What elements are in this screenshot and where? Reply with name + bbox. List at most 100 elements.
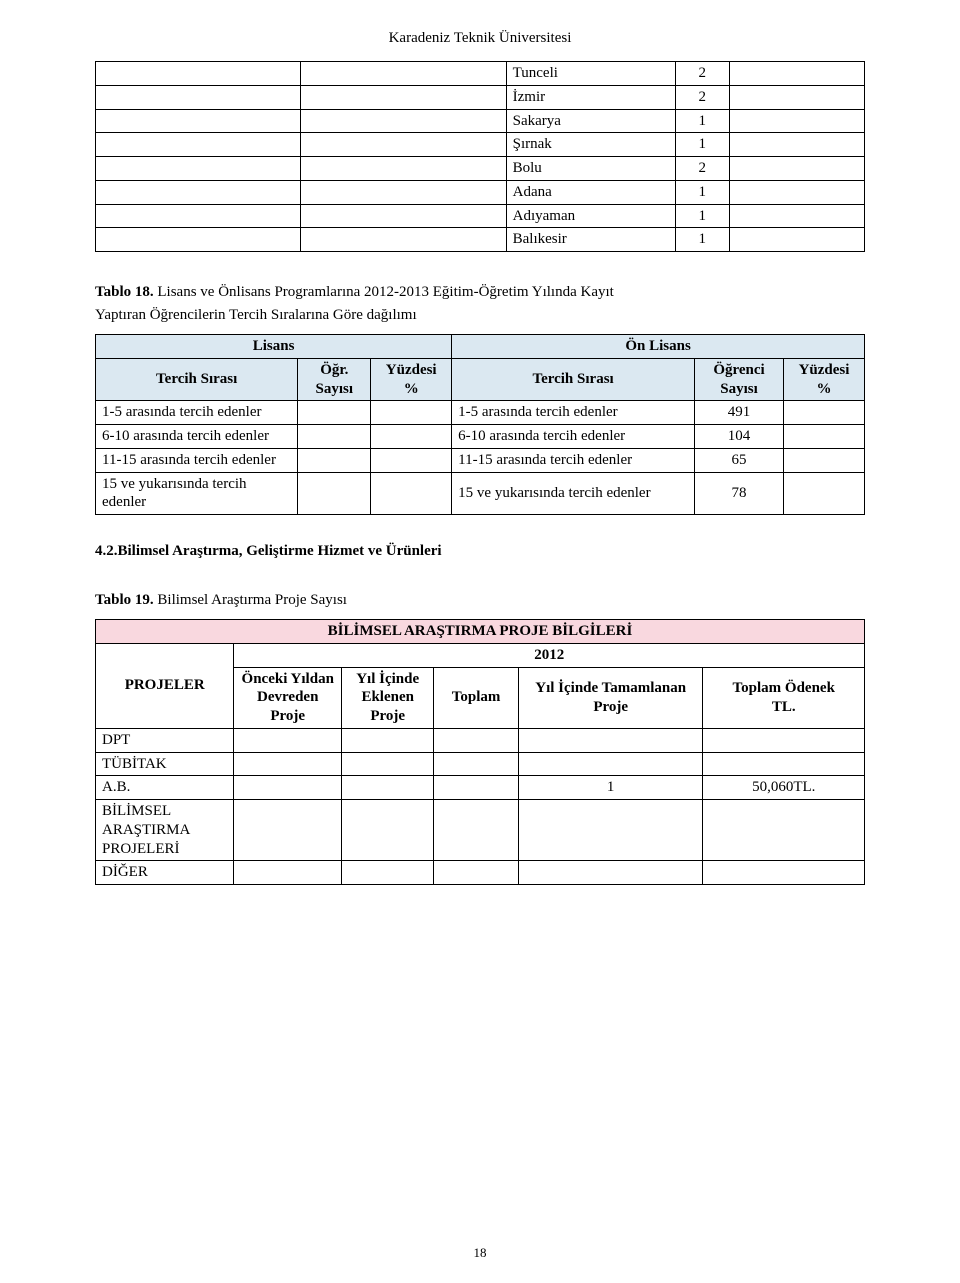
t2-h-ogr-r: Öğrenci Sayısı <box>695 358 784 401</box>
tercih-cell <box>371 448 452 472</box>
page-number: 18 <box>0 1245 960 1261</box>
t3-h-tamamlanan: Yıl İçinde Tamamlanan Proje <box>518 667 703 728</box>
proje-cell <box>434 752 519 776</box>
city-cell <box>96 133 301 157</box>
city-cell <box>729 109 864 133</box>
proje-cell <box>434 800 519 861</box>
proje-table: BİLİMSEL ARAŞTIRMA PROJE BİLGİLERİ PROJE… <box>95 619 865 885</box>
page-header: Karadeniz Teknik Üniversitesi <box>95 30 865 47</box>
city-cell: Bolu <box>506 157 675 181</box>
tercih-cell: 491 <box>695 401 784 425</box>
city-cell: 1 <box>675 228 729 252</box>
t2-header-onlisans: Ön Lisans <box>452 335 865 359</box>
proje-cell <box>434 776 519 800</box>
t2-h-ogr-l: Öğr. Sayısı <box>298 358 371 401</box>
proje-cell <box>234 861 342 885</box>
tercih-cell: 78 <box>695 472 784 515</box>
proje-cell <box>434 861 519 885</box>
t3-h-odenek: Toplam Ödenek TL. <box>703 667 865 728</box>
proje-cell <box>234 728 342 752</box>
t3-h-odenek-a: Toplam Ödenek <box>709 679 858 698</box>
city-cell <box>96 62 301 86</box>
proje-cell <box>703 728 865 752</box>
proje-cell <box>434 728 519 752</box>
proje-cell <box>342 861 434 885</box>
tercih-cell <box>298 401 371 425</box>
city-cell: Adıyaman <box>506 204 675 228</box>
tercih-cell <box>371 472 452 515</box>
table-18-title-1: Lisans ve Önlisans Programlarına 2012-20… <box>154 284 614 300</box>
tercih-cell <box>298 448 371 472</box>
tercih-cell: 11-15 arasında tercih edenler <box>452 448 695 472</box>
city-cell: Balıkesir <box>506 228 675 252</box>
proje-cell <box>234 800 342 861</box>
city-cell <box>96 85 301 109</box>
t2-h-tercih-r: Tercih Sırası <box>452 358 695 401</box>
city-cell <box>96 204 301 228</box>
tercih-table: Lisans Ön Lisans Tercih Sırası Öğr. Sayı… <box>95 334 865 515</box>
tercih-cell: 11-15 arasında tercih edenler <box>96 448 298 472</box>
tercih-cell: 65 <box>695 448 784 472</box>
t3-title: BİLİMSEL ARAŞTIRMA PROJE BİLGİLERİ <box>96 620 865 644</box>
city-cell: 2 <box>675 62 729 86</box>
tercih-cell: 1-5 arasında tercih edenler <box>452 401 695 425</box>
proje-cell <box>342 776 434 800</box>
city-cell <box>301 204 506 228</box>
tercih-cell: 1-5 arasında tercih edenler <box>96 401 298 425</box>
proje-cell <box>703 861 865 885</box>
t3-h-onceki: Önceki Yıldan Devreden Proje <box>234 667 342 728</box>
t3-h-odenek-b: TL. <box>709 698 858 717</box>
tercih-cell: 6-10 arasında tercih edenler <box>452 425 695 449</box>
city-cell <box>301 157 506 181</box>
proje-cell <box>234 752 342 776</box>
city-cell <box>96 157 301 181</box>
city-table: Tunceli2İzmir2Sakarya1Şırnak1Bolu2Adana1… <box>95 61 865 252</box>
proje-cell <box>234 776 342 800</box>
city-cell: Adana <box>506 180 675 204</box>
city-cell <box>729 180 864 204</box>
city-cell <box>729 133 864 157</box>
tercih-cell: 15 ve yukarısında tercih edenler <box>96 472 298 515</box>
t3-h-year: 2012 <box>234 643 865 667</box>
proje-cell: 50,060TL. <box>703 776 865 800</box>
city-cell: 2 <box>675 85 729 109</box>
table-19-title: Bilimsel Araştırma Proje Sayısı <box>154 592 347 608</box>
proje-cell: DPT <box>96 728 234 752</box>
city-cell <box>301 62 506 86</box>
proje-cell <box>703 752 865 776</box>
city-cell: Şırnak <box>506 133 675 157</box>
table-19-label: Tablo 19. <box>95 592 154 608</box>
proje-cell <box>518 752 703 776</box>
proje-cell: BİLİMSEL ARAŞTIRMA PROJELERİ <box>96 800 234 861</box>
tercih-cell: 104 <box>695 425 784 449</box>
city-cell <box>729 204 864 228</box>
city-cell <box>96 109 301 133</box>
tercih-cell <box>784 425 865 449</box>
proje-cell: 1 <box>518 776 703 800</box>
t2-h-yuz-r: Yüzdesi % <box>784 358 865 401</box>
city-cell <box>729 85 864 109</box>
proje-cell <box>703 800 865 861</box>
section-4-2-title: 4.2.Bilimsel Araştırma, Geliştirme Hizme… <box>95 543 865 560</box>
city-cell <box>729 228 864 252</box>
city-cell <box>729 157 864 181</box>
t2-h-tercih-l: Tercih Sırası <box>96 358 298 401</box>
table-19-caption: Tablo 19. Bilimsel Araştırma Proje Sayıs… <box>95 592 865 609</box>
city-cell: 1 <box>675 180 729 204</box>
city-cell <box>301 85 506 109</box>
city-cell <box>301 133 506 157</box>
table-18-label: Tablo 18. <box>95 284 154 300</box>
city-cell <box>96 180 301 204</box>
tercih-cell <box>784 472 865 515</box>
proje-cell <box>518 800 703 861</box>
proje-cell: DİĞER <box>96 861 234 885</box>
table-18-caption-line2: Yaptıran Öğrencilerin Tercih Sıralarına … <box>95 307 865 324</box>
city-cell <box>301 109 506 133</box>
table-18-caption: Tablo 18. Lisans ve Önlisans Programları… <box>95 284 865 301</box>
proje-cell <box>518 861 703 885</box>
proje-cell: TÜBİTAK <box>96 752 234 776</box>
proje-cell <box>342 752 434 776</box>
t2-header-lisans: Lisans <box>96 335 452 359</box>
t3-h-toplam: Toplam <box>434 667 519 728</box>
city-cell <box>729 62 864 86</box>
